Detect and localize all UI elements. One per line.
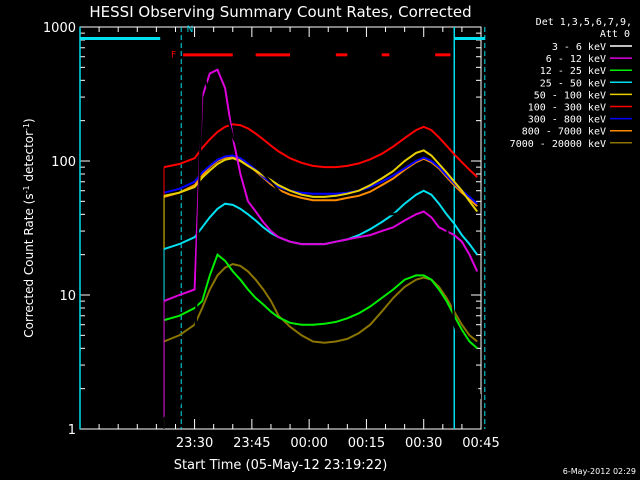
x-tick-label: 00:30 <box>405 436 442 451</box>
legend-entry-label: 100 - 300 keV <box>528 103 606 114</box>
legend-entry-label: 800 - 7000 keV <box>522 127 606 138</box>
plot-frame <box>79 26 482 430</box>
flag-label: F <box>171 51 176 61</box>
legend-entry-label: 300 - 800 keV <box>528 115 606 126</box>
legend-entry-label: 50 - 100 keV <box>534 90 606 101</box>
y-axis-label-part: detector <box>22 131 36 186</box>
x-tick-label: 23:30 <box>176 436 213 451</box>
legend-entry-label: 25 - 50 keV <box>540 78 606 89</box>
x-tick-label: 00:00 <box>290 436 327 451</box>
series-line-300-800-kev <box>163 154 478 205</box>
y-axis-label: Corrected Count Rate (s-1 detector-1) <box>22 118 37 337</box>
x-tick-label: 23:45 <box>233 436 270 451</box>
y-axis-label-part: Corrected Count Rate (s <box>22 193 36 337</box>
chart-title: HESSI Observing Summary Count Rates, Cor… <box>89 3 471 21</box>
legend-entry-label: 6 - 12 keV <box>546 54 606 65</box>
y-axis-label-exponent: -1 <box>22 123 31 131</box>
series-line-6-12-kev <box>163 68 479 303</box>
flag-label: N <box>187 25 194 35</box>
series-line-50-100-kev <box>163 149 478 213</box>
x-axis-label: Start Time (05-May-12 23:19:22) <box>174 458 388 473</box>
series-line-3-6-kev <box>163 67 481 420</box>
y-tick-label: 100 <box>51 155 76 170</box>
y-axis-label-exponent: -1 <box>22 185 31 193</box>
legend-subtitle: Att 0 <box>600 29 630 40</box>
legend-entry-label: 3 - 6 keV <box>552 42 606 53</box>
y-tick-label: 10 <box>59 289 76 304</box>
legend-entry-label: 7000 - 20000 keV <box>510 139 606 150</box>
series-line-100-300-kev <box>163 123 478 178</box>
x-tick-label: 00:45 <box>462 436 499 451</box>
series-line-12-25-kev <box>163 253 478 350</box>
legend-entry-label: 12 - 25 keV <box>540 66 606 77</box>
legend-title: Det 1,3,5,6,7,9, <box>536 17 632 28</box>
y-axis-label-part: ) <box>22 118 36 123</box>
series-line-7000-20000-kev <box>163 263 478 344</box>
y-tick-label: 1000 <box>43 21 76 36</box>
footer-timestamp: 6-May-2012 02:29 <box>563 467 636 476</box>
y-tick-label: 1 <box>68 423 76 438</box>
x-tick-label: 00:15 <box>348 436 385 451</box>
